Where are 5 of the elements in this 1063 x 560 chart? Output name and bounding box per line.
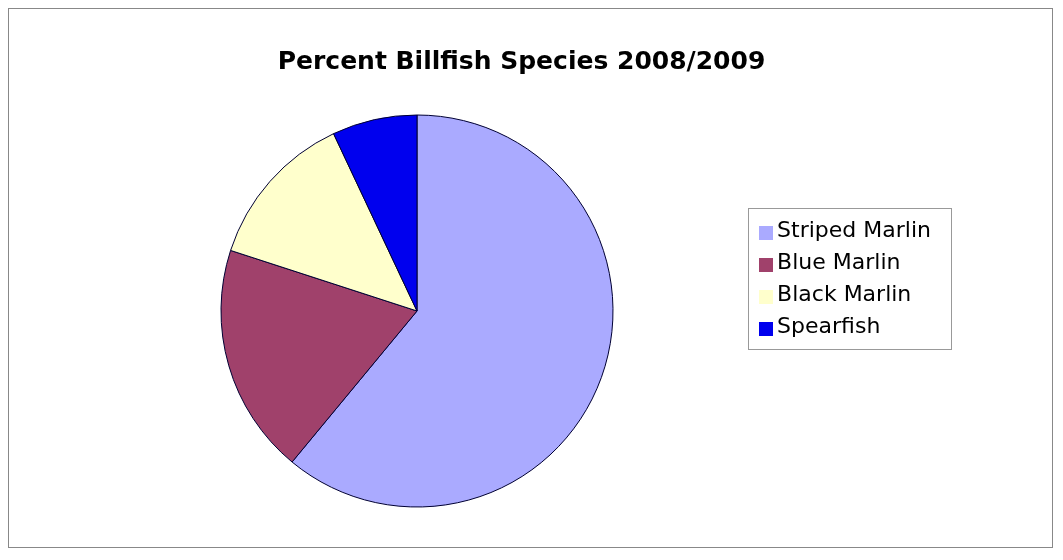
legend-label: Spearfish <box>777 313 881 338</box>
legend-label: Striped Marlin <box>777 217 931 242</box>
legend-label: Blue Marlin <box>777 249 901 274</box>
chart-title: Percent Billfish Species 2008/2009 <box>277 46 766 75</box>
legend-label: Black Marlin <box>777 281 912 306</box>
